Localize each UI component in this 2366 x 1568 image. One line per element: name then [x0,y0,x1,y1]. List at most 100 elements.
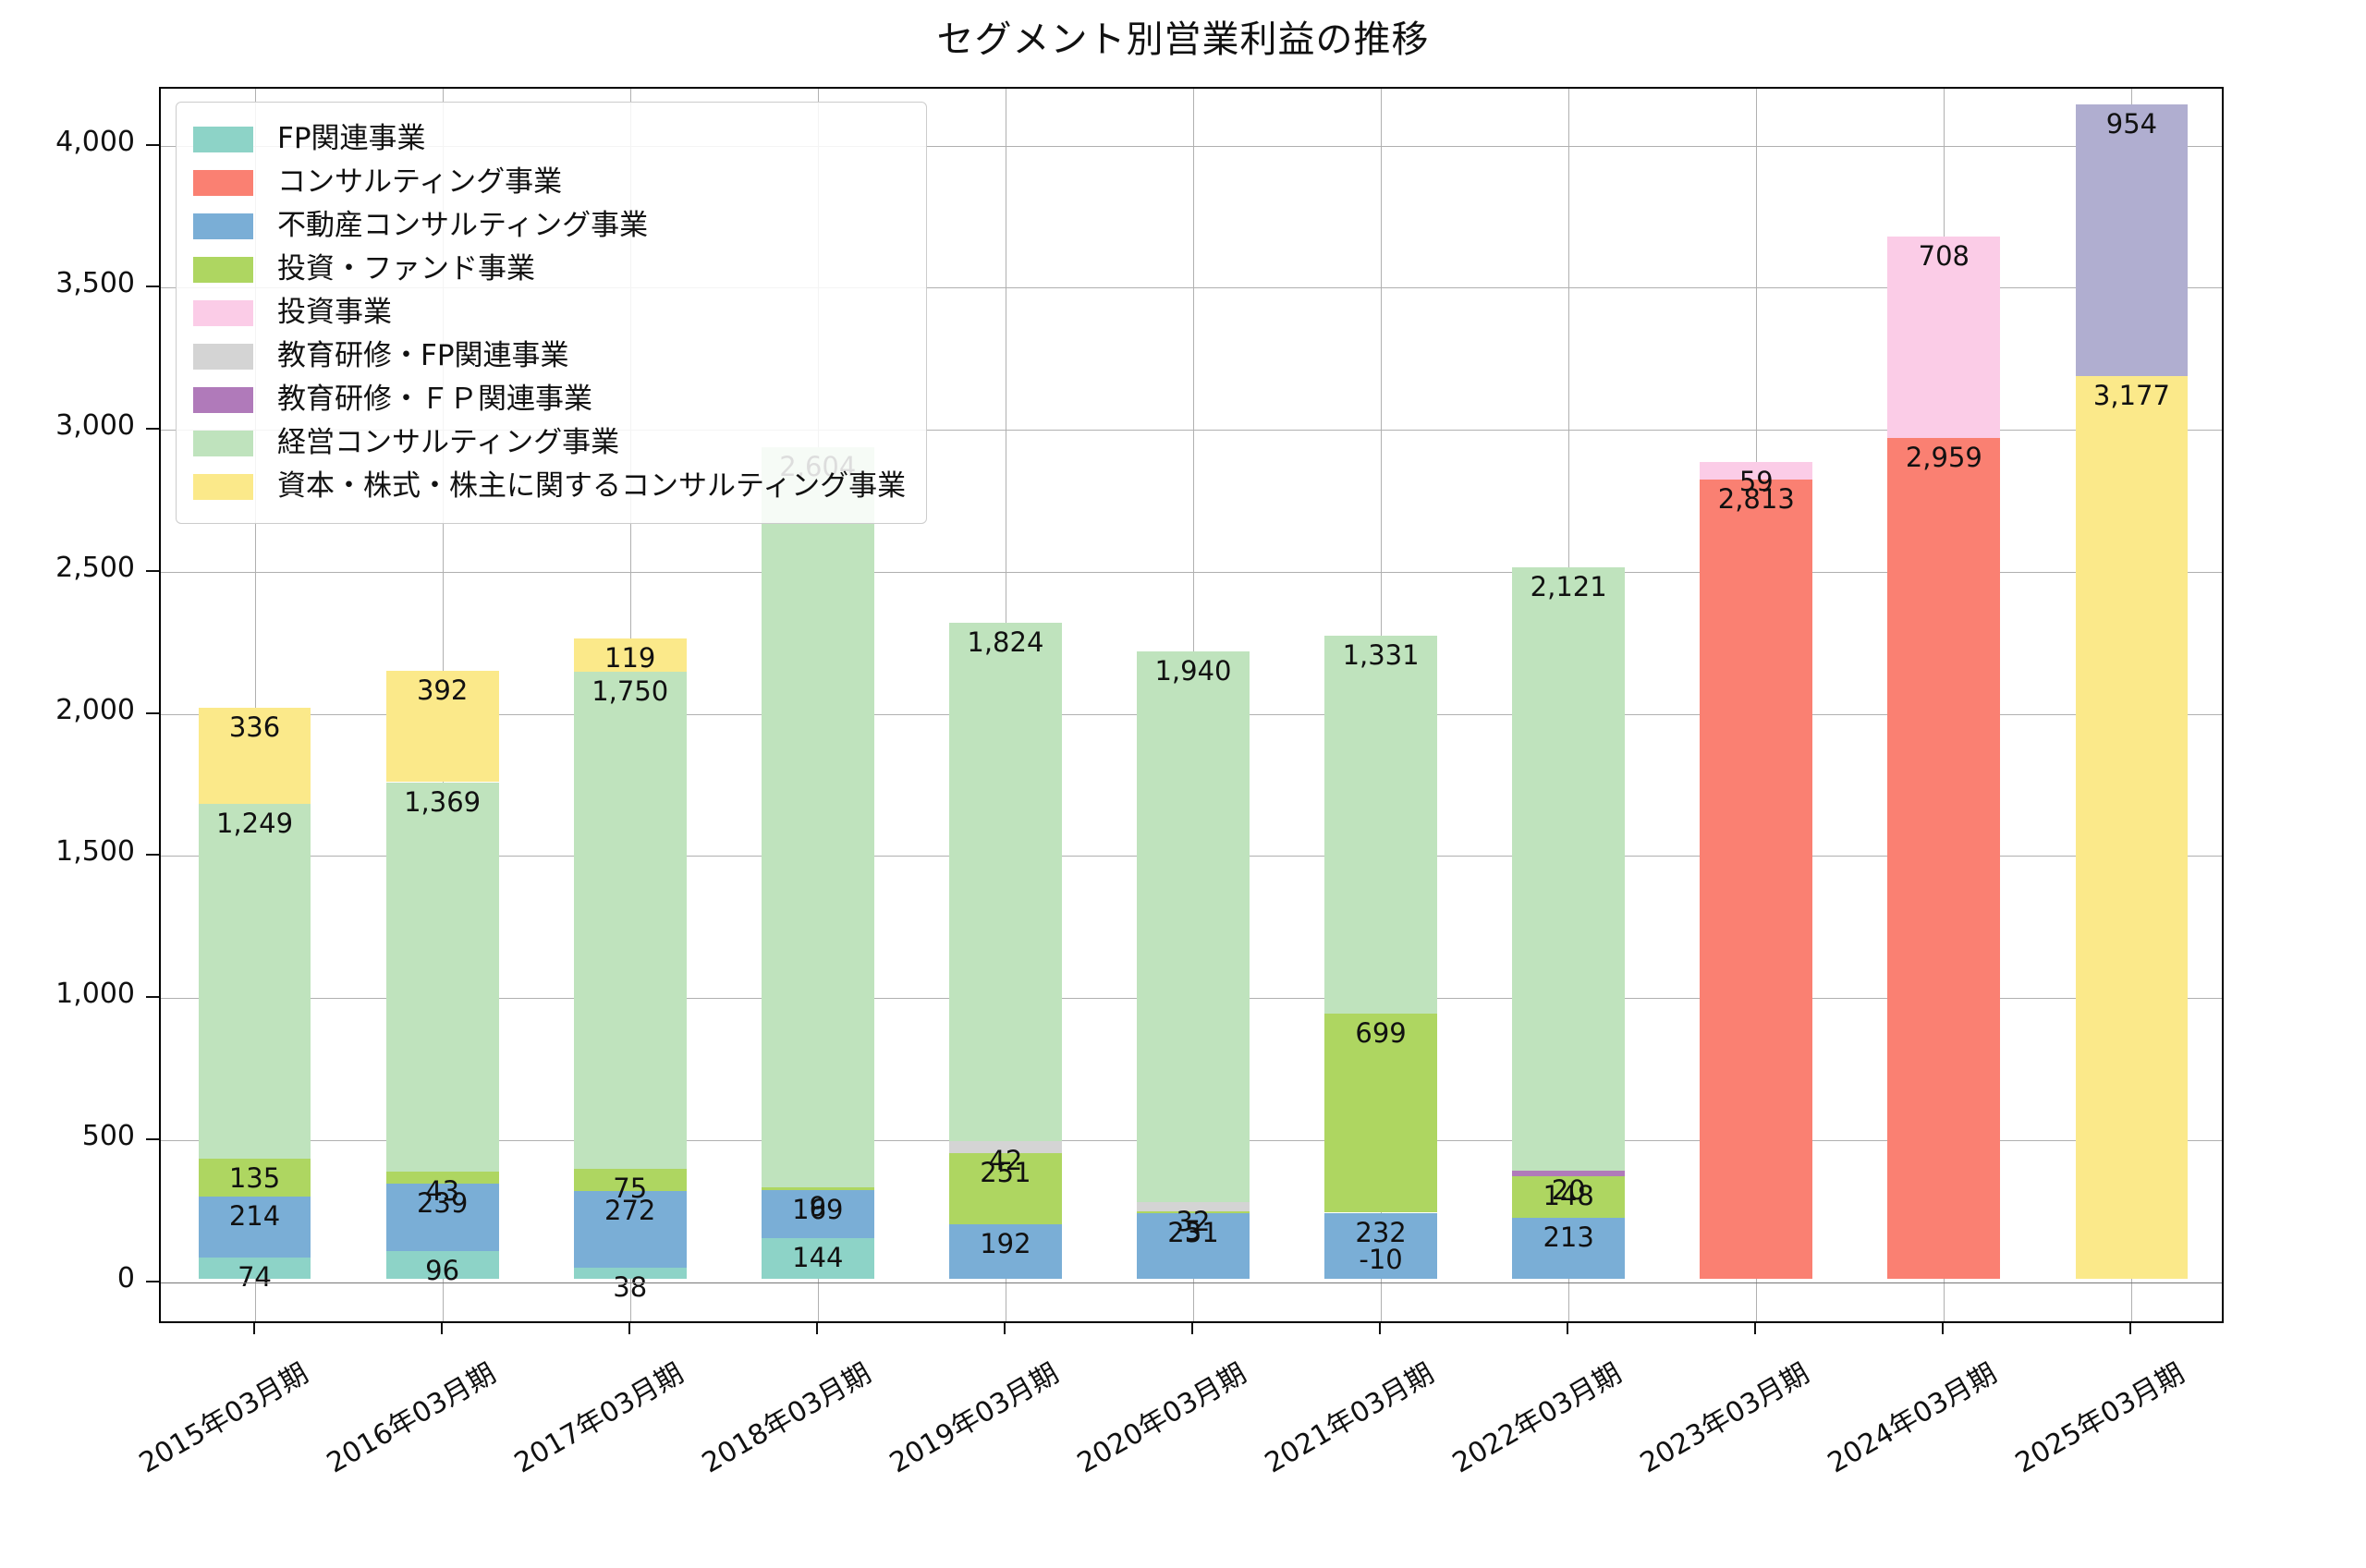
legend-swatch-icon [193,169,253,196]
y-tick-mark [146,996,159,999]
x-tick-mark [1003,1323,1006,1334]
y-tick-label: 1,500 [55,835,135,869]
bar-segment[interactable] [948,622,1062,1141]
bar-segment[interactable] [198,708,311,804]
bar-segment[interactable] [198,1258,311,1279]
bar-segment[interactable] [2075,104,2189,376]
legend-item[interactable]: 経営コンサルティング事業 [193,421,906,465]
bar-segment[interactable] [1324,1014,1437,1213]
bar-segment[interactable] [1137,650,1250,1203]
bar-column[interactable]: 231 5 32 1,940 [1137,85,1250,1321]
bar-segment[interactable] [573,1169,687,1191]
bar-segment[interactable] [573,672,687,1170]
bar-segment[interactable] [385,1183,499,1252]
bar-segment[interactable] [1887,236,2001,438]
legend-swatch-icon [193,213,253,239]
bar-segment[interactable] [1137,1212,1250,1279]
bar-segment[interactable] [385,1171,499,1184]
y-tick-label: 3,500 [55,267,135,300]
bar-column[interactable]: 2,813 59 [1700,85,1813,1321]
bar-segment[interactable] [198,803,311,1159]
bar-segment[interactable] [948,1140,1062,1153]
bar-segment[interactable] [948,1223,1062,1279]
bar-segment[interactable] [1137,1202,1250,1212]
y-tick-label: 0 [116,1261,135,1295]
bar-segment[interactable] [1324,636,1437,1015]
bar-segment[interactable] [1887,437,2001,1279]
legend-item[interactable]: コンサルティング事業 [193,161,906,204]
legend-item[interactable]: 資本・株式・株主に関するコンサルティング事業 [193,465,906,508]
legend-item[interactable]: 不動産コンサルティング事業 [193,204,906,248]
bar-segment[interactable] [948,1152,1062,1224]
bar-segment[interactable] [1512,1218,1626,1279]
y-tick-label: 2,000 [55,693,135,726]
y-tick-mark [146,711,159,714]
bar-column[interactable]: 213 148 20 2,121 [1512,85,1626,1321]
x-tick-mark [1379,1323,1382,1334]
y-tick-label: 500 [81,1120,135,1153]
bar-segment[interactable] [385,782,499,1172]
legend-swatch-icon [193,256,253,283]
bar-segment[interactable] [761,1189,874,1238]
legend-swatch-icon [193,299,253,326]
legend-item-label: 教育研修・ＦＰ関連事業 [277,383,592,416]
bar-segment[interactable] [573,1268,687,1279]
bar-column[interactable]: 2,959 708 [1887,85,2001,1321]
grid-line-horizontal [161,571,2222,573]
legend-item[interactable]: 投資・ファンド事業 [193,248,906,291]
y-tick-mark [146,1138,159,1141]
bar-segment[interactable] [761,446,874,1187]
y-tick-mark [146,428,159,431]
legend-item[interactable]: 投資事業 [193,291,906,334]
grid-line-horizontal [161,287,2222,289]
bar-segment[interactable] [198,1197,311,1258]
x-tick-mark [1754,1323,1757,1334]
bar-column[interactable]: 232 699 1,331 -10 [1324,85,1437,1321]
legend-item[interactable]: 教育研修・FP関連事業 [193,334,906,378]
x-tick-mark [628,1323,630,1334]
x-tick-mark [1942,1323,1945,1334]
legend-swatch-icon [193,126,253,152]
legend-item-label: 経営コンサルティング事業 [277,426,620,459]
legend-item-label: コンサルティング事業 [277,165,563,199]
bar-segment[interactable] [1700,462,1813,480]
bar-segment[interactable] [2075,375,2189,1279]
legend-swatch-icon [193,430,253,456]
legend-swatch-icon [193,343,253,370]
legend-item-label: 教育研修・FP関連事業 [277,339,569,372]
chart-title: セグメント別営業利益の推移 [936,18,1430,61]
bar-column[interactable]: 74 214 135 1,249 336 [198,85,311,1321]
legend-item-label: 投資・ファンド事業 [277,252,535,286]
y-tick-mark [146,286,159,288]
bar-segment[interactable] [1324,1212,1437,1279]
bar-segment[interactable] [573,638,687,673]
bar-segment[interactable] [1137,1211,1250,1213]
x-tick-mark [1567,1323,1569,1334]
legend-swatch-icon [193,473,253,500]
bar-segment[interactable] [198,1158,311,1197]
bar-segment[interactable] [1512,1170,1626,1176]
legend-item-label: FP関連事業 [277,122,426,155]
y-tick-label: 2,500 [55,551,135,584]
bar-column[interactable]: 192 251 42 1,824 [948,85,1062,1321]
bar-column[interactable]: 3,177 954 [2075,85,2189,1321]
legend-item[interactable]: FP関連事業 [193,117,906,161]
legend-item[interactable]: 教育研修・ＦＰ関連事業 [193,378,906,421]
bar-segment[interactable] [385,670,499,783]
y-tick-mark [146,143,159,146]
bar-segment[interactable] [1700,479,1813,1279]
x-tick-mark [252,1323,255,1334]
legend-item-label: 資本・株式・株主に関するコンサルティング事業 [277,469,907,503]
bar-segment[interactable] [573,1190,687,1269]
y-tick-mark [146,569,159,572]
bar-segment[interactable] [1512,567,1626,1171]
baseline-zero [161,1282,2222,1283]
y-tick-mark [146,1280,159,1282]
bar-segment[interactable] [761,1186,874,1190]
y-tick-label: 3,000 [55,409,135,443]
bar-segment[interactable] [385,1251,499,1279]
grid-line-horizontal [161,145,2222,147]
bar-segment[interactable] [1512,1175,1626,1219]
bar-segment[interactable] [761,1237,874,1279]
